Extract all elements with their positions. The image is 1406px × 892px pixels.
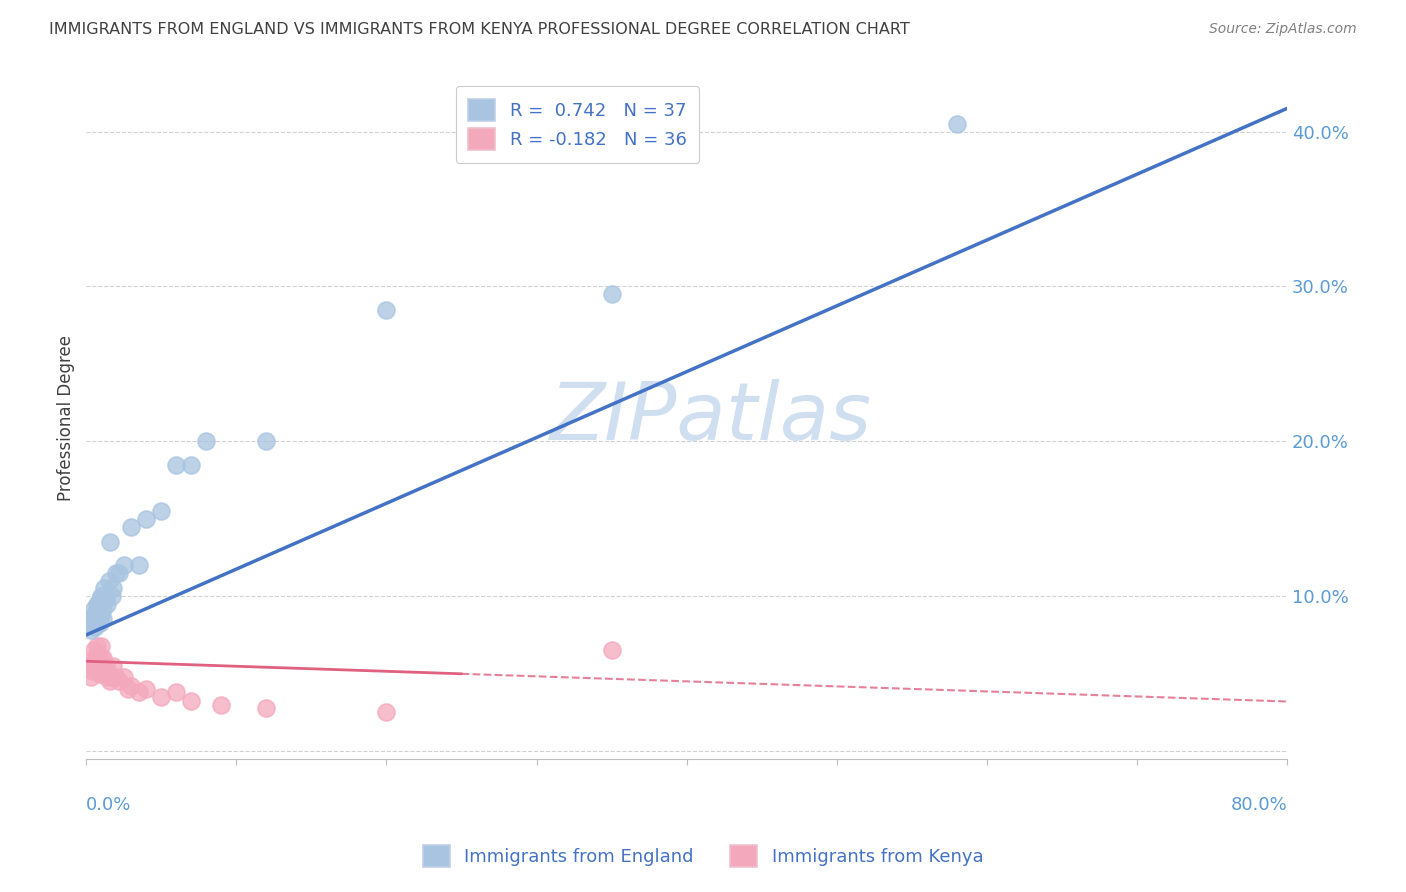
- Point: [94, 658, 117, 673]
- Point: [87, 648, 110, 662]
- Point: [86, 605, 108, 619]
- Point: [103, 582, 125, 596]
- Point: [195, 434, 218, 449]
- Point: [98, 674, 121, 689]
- Point: [82, 612, 104, 626]
- Point: [89, 666, 111, 681]
- Legend: Immigrants from England, Immigrants from Kenya: Immigrants from England, Immigrants from…: [416, 838, 990, 874]
- Point: [91, 651, 114, 665]
- Point: [89, 615, 111, 630]
- Point: [108, 566, 131, 580]
- Point: [600, 287, 623, 301]
- Point: [84, 658, 107, 673]
- Point: [101, 589, 124, 603]
- Point: [150, 504, 173, 518]
- Point: [150, 690, 173, 704]
- Point: [82, 664, 104, 678]
- Point: [86, 639, 108, 653]
- Point: [600, 643, 623, 657]
- Point: [180, 694, 202, 708]
- Legend: R =  0.742   N = 37, R = -0.182   N = 36: R = 0.742 N = 37, R = -0.182 N = 36: [456, 87, 699, 163]
- Point: [105, 566, 128, 580]
- Point: [101, 670, 124, 684]
- Point: [165, 458, 187, 472]
- Point: [86, 597, 108, 611]
- Point: [254, 434, 277, 449]
- Point: [87, 658, 110, 673]
- Point: [112, 558, 135, 573]
- Point: [83, 601, 105, 615]
- Point: [946, 117, 969, 131]
- Point: [91, 601, 114, 615]
- Point: [105, 670, 128, 684]
- Point: [375, 302, 398, 317]
- Point: [97, 666, 120, 681]
- Point: [254, 700, 277, 714]
- Point: [375, 706, 398, 720]
- Point: [89, 592, 111, 607]
- Point: [108, 674, 131, 689]
- Point: [79, 658, 101, 673]
- Point: [135, 512, 157, 526]
- Point: [180, 458, 202, 472]
- Point: [209, 698, 232, 712]
- Point: [165, 685, 187, 699]
- Point: [128, 558, 150, 573]
- Point: [96, 670, 118, 684]
- Point: [120, 679, 142, 693]
- Text: ZIPatlas: ZIPatlas: [550, 379, 872, 457]
- Point: [94, 592, 117, 607]
- Point: [103, 658, 125, 673]
- Point: [83, 607, 105, 622]
- Point: [83, 643, 105, 657]
- Point: [97, 574, 120, 588]
- Point: [135, 682, 157, 697]
- Point: [117, 682, 139, 697]
- Point: [128, 685, 150, 699]
- Point: [90, 589, 112, 603]
- Point: [83, 651, 105, 665]
- Y-axis label: Professional Degree: Professional Degree: [58, 335, 75, 501]
- Point: [87, 599, 110, 613]
- Point: [79, 617, 101, 632]
- Point: [93, 664, 115, 678]
- Point: [90, 651, 112, 665]
- Text: 0.0%: 0.0%: [86, 797, 132, 814]
- Point: [90, 607, 112, 622]
- Text: 80.0%: 80.0%: [1230, 797, 1286, 814]
- Point: [80, 670, 103, 684]
- Point: [90, 639, 112, 653]
- Point: [80, 624, 103, 638]
- Point: [86, 651, 108, 665]
- Point: [98, 535, 121, 549]
- Text: Source: ZipAtlas.com: Source: ZipAtlas.com: [1209, 22, 1357, 37]
- Point: [91, 612, 114, 626]
- Point: [84, 620, 107, 634]
- Point: [112, 670, 135, 684]
- Point: [84, 654, 107, 668]
- Text: IMMIGRANTS FROM ENGLAND VS IMMIGRANTS FROM KENYA PROFESSIONAL DEGREE CORRELATION: IMMIGRANTS FROM ENGLAND VS IMMIGRANTS FR…: [49, 22, 910, 37]
- Point: [93, 582, 115, 596]
- Point: [87, 611, 110, 625]
- Point: [96, 597, 118, 611]
- Point: [120, 519, 142, 533]
